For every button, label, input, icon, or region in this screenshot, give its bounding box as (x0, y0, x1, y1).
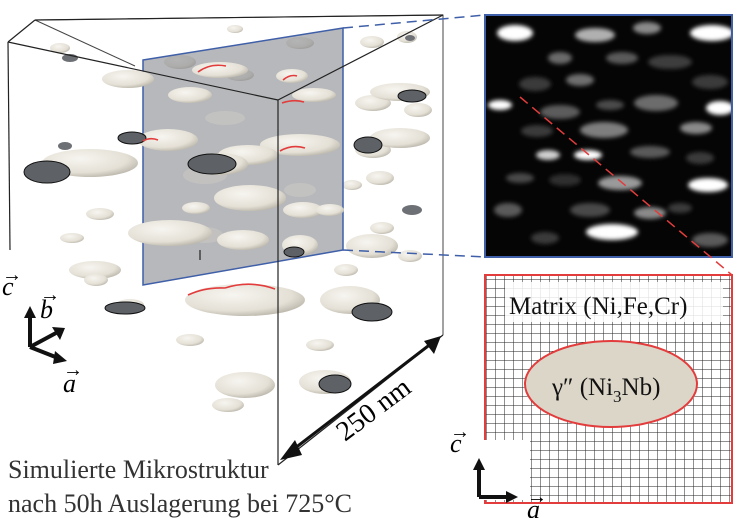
lattice-frame (484, 274, 733, 504)
section-frame (484, 14, 733, 258)
dimension-arrow: 250 nm (280, 336, 441, 460)
cube-front-edges (7, 14, 444, 466)
axis-c-zoom-label: c (450, 429, 462, 458)
svg-text:→: → (63, 359, 83, 381)
axis-b-label: b (40, 295, 53, 324)
matrix-label: Matrix (Ni,Fe,Cr) (509, 293, 687, 320)
axis-c-label: c (2, 272, 14, 301)
lattice-axes: c → a → (450, 421, 547, 518)
axis-a-zoom-label: a (527, 495, 540, 518)
zoom-line-bottom (342, 249, 486, 258)
precipitate-label: γ″ (Ni3Nb) (551, 374, 660, 406)
precipitate-ellipse (524, 340, 698, 428)
zoom-line-red (519, 96, 733, 276)
section-precipitates (488, 22, 732, 247)
svg-text:→: → (2, 264, 22, 286)
axis-a-label: a (63, 369, 76, 398)
plane-intersections (142, 64, 306, 296)
cube-back-edge-2 (34, 19, 136, 67)
svg-text:→: → (450, 421, 470, 443)
svg-text:→: → (527, 486, 547, 508)
zoom-line-top (342, 14, 486, 29)
cube-axes: c → b → a → (2, 264, 83, 398)
caption-line-2: nach 50h Auslagerung bei 725°C (8, 489, 352, 518)
caption-line-1: Simulierte Mikrostruktur (8, 455, 269, 484)
section-zoom-panel (484, 14, 733, 258)
simulation-cube (7, 14, 486, 466)
svg-text:→: → (40, 284, 60, 306)
